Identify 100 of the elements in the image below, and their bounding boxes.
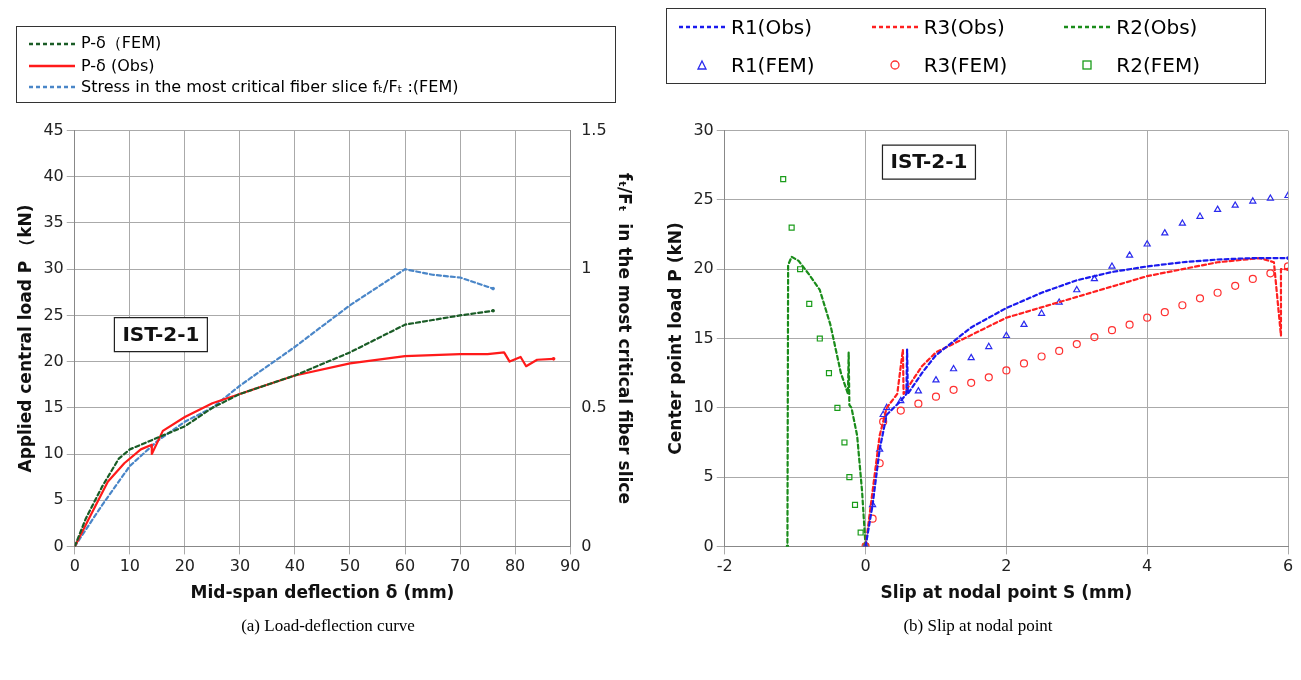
- y2-axis-title: fₜ/Fₜ in the most critical fiber slice: [615, 173, 636, 504]
- point: [1195, 294, 1205, 303]
- legend-label: P-δ（FEM): [81, 33, 162, 54]
- point: [857, 529, 864, 536]
- point: [806, 300, 813, 307]
- point: [1125, 251, 1134, 258]
- point: [846, 474, 853, 481]
- y2-tick-label: 1.5: [581, 119, 607, 139]
- point: [1143, 240, 1151, 247]
- point: [949, 385, 958, 394]
- x-tick-label: 70: [449, 556, 471, 576]
- x-tick-label: 50: [339, 556, 361, 576]
- x-tick-label: 4: [1142, 556, 1153, 576]
- point: [967, 378, 976, 387]
- annotation: IST-2-1: [122, 321, 200, 346]
- point: [1196, 212, 1204, 219]
- point: [1266, 269, 1275, 278]
- x-tick-label: 6: [1282, 556, 1294, 576]
- point: [931, 392, 941, 401]
- y-tick-label: 10: [43, 443, 64, 463]
- y-axis-title: Center point load P (kN): [664, 222, 685, 455]
- y-tick-label: 15: [693, 327, 714, 347]
- point: [1073, 285, 1081, 293]
- y-tick-label: 0: [703, 535, 714, 555]
- legend-label: P-δ (Obs): [81, 56, 155, 75]
- legend-label: R3(Obs): [923, 15, 1005, 39]
- point: [841, 439, 848, 446]
- x-tick-label: 60: [394, 556, 416, 576]
- point: [1108, 262, 1116, 269]
- point: [1125, 320, 1134, 329]
- point: [1249, 197, 1257, 204]
- point: [1002, 331, 1011, 339]
- y-tick-label: 5: [703, 466, 714, 486]
- point: [1002, 366, 1011, 375]
- annotation: IST-2-1: [890, 149, 968, 174]
- point: [1160, 308, 1169, 317]
- y-tick-label: 15: [43, 396, 64, 416]
- point: [868, 514, 877, 523]
- y-tick-label: 30: [43, 258, 64, 278]
- point: [788, 224, 795, 231]
- point: [868, 500, 877, 508]
- y-tick-label: 30: [693, 119, 714, 139]
- x-tick-label: 80: [504, 556, 526, 576]
- point: [825, 370, 833, 377]
- point: [1072, 339, 1081, 349]
- y-axis-title: Applied central load P （kN): [14, 204, 35, 473]
- point: [914, 399, 923, 408]
- point: [1161, 229, 1169, 236]
- point: [1055, 298, 1063, 305]
- x-tick-label: 2: [1001, 556, 1012, 576]
- point: [984, 373, 993, 382]
- point: [1231, 281, 1240, 290]
- x-tick-label: 90: [559, 556, 581, 576]
- x-tick-label: 0: [860, 556, 871, 576]
- x-axis-title: Slip at nodal point S (mm): [880, 582, 1133, 603]
- legend-label: Stress in the most critical fiber slice fₜ/Fₜ :(FEM): [81, 77, 459, 96]
- legend-label: R2(FEM): [1116, 53, 1200, 77]
- point: [879, 417, 888, 426]
- point: [1213, 288, 1222, 297]
- legend-label: R2(Obs): [1116, 15, 1198, 39]
- y-tick-label: 25: [43, 304, 64, 324]
- text: (b) Slip at nodal point: [902, 616, 1054, 636]
- point: [1020, 320, 1028, 327]
- text: (a) Load-deflection curve: [240, 616, 416, 636]
- x-tick-label: 10: [119, 556, 140, 576]
- point: [1090, 274, 1099, 282]
- y-tick-label: 5: [53, 489, 64, 509]
- point: [1231, 201, 1239, 208]
- point: [1107, 326, 1117, 335]
- x-tick-label: 40: [284, 556, 306, 576]
- y-tick-label: 25: [693, 189, 714, 209]
- y-tick-label: 20: [43, 350, 64, 370]
- legend-label: R1(Obs): [731, 15, 813, 39]
- point: [879, 410, 887, 418]
- point: [896, 406, 905, 415]
- legend-label: R3(FEM): [923, 53, 1008, 77]
- point: [897, 396, 905, 404]
- y-tick-label: 20: [693, 258, 714, 278]
- y-tick-label: 35: [43, 212, 64, 232]
- point: [932, 375, 940, 383]
- point: [1090, 333, 1099, 342]
- y2-tick-label: 1: [581, 258, 592, 278]
- point: [875, 459, 884, 468]
- point: [914, 387, 922, 394]
- point: [816, 335, 823, 342]
- y2-tick-label: 0.5: [581, 396, 607, 416]
- y2-tick-label: 0: [581, 535, 592, 555]
- point: [1248, 274, 1257, 283]
- point: [1213, 205, 1222, 212]
- point: [883, 403, 891, 411]
- point: [1178, 219, 1187, 226]
- point: [967, 353, 975, 361]
- x-tick-label: 20: [174, 556, 196, 576]
- point: [1143, 313, 1152, 322]
- x-tick-label: -2: [716, 556, 733, 576]
- point: [1037, 309, 1046, 316]
- y-tick-label: 45: [43, 119, 64, 139]
- point: [985, 342, 993, 350]
- point: [949, 364, 958, 372]
- point: [780, 176, 787, 183]
